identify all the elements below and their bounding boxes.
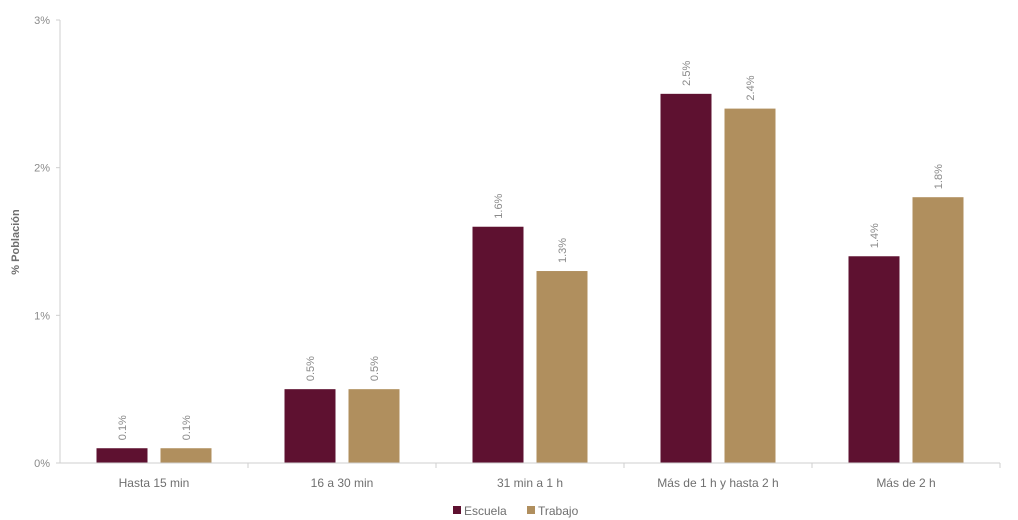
bar-trabajo (160, 448, 212, 463)
legend-swatch-escuela (453, 506, 461, 514)
data-label: 0.1% (181, 415, 193, 440)
data-label: 1.3% (557, 238, 569, 263)
x-tick-label: Más de 1 h y hasta 2 h (657, 476, 778, 490)
y-axis: 0% 1% 2% 3% (34, 15, 61, 470)
y-axis-label: % Población (10, 209, 22, 275)
bars-group: 0.1% 0.1% 0.5% 0.5% 1.6% 1.3% 2.5% 2.4% 1.4% 1.8% (96, 61, 964, 463)
data-label: 1.6% (493, 193, 505, 218)
x-axis: Hasta 15 min 16 a 30 min 31 min a 1 h Más d… (60, 462, 1001, 490)
data-label: 1.4% (869, 223, 881, 248)
bar-escuela (660, 93, 712, 463)
x-tick-label: 31 min a 1 h (497, 476, 563, 490)
bar-trabajo (912, 197, 964, 463)
bar-trabajo (348, 389, 400, 463)
y-tick-label: 1% (34, 310, 50, 322)
bar-trabajo (536, 271, 588, 463)
legend: Escuela Trabajo (453, 504, 579, 518)
x-tick-label: Hasta 15 min (119, 476, 190, 490)
legend-swatch-trabajo (527, 506, 535, 514)
x-tick-label: Más de 2 h (876, 476, 935, 490)
bar-escuela (96, 448, 148, 463)
y-tick-label: 0% (34, 458, 50, 470)
y-tick-label: 2% (34, 163, 50, 175)
legend-label: Trabajo (538, 504, 579, 518)
y-tick-label: 3% (34, 15, 50, 27)
bar-escuela (848, 256, 900, 463)
data-label: 0.5% (305, 356, 317, 381)
data-label: 1.8% (933, 164, 945, 189)
data-label: 0.5% (369, 356, 381, 381)
data-label: 0.1% (117, 415, 129, 440)
bar-trabajo (724, 108, 776, 463)
x-tick-label: 16 a 30 min (311, 476, 374, 490)
data-label: 2.5% (681, 61, 693, 86)
data-label: 2.4% (745, 75, 757, 100)
bar-escuela (472, 226, 524, 463)
legend-label: Escuela (464, 504, 507, 518)
bar-escuela (284, 389, 336, 463)
